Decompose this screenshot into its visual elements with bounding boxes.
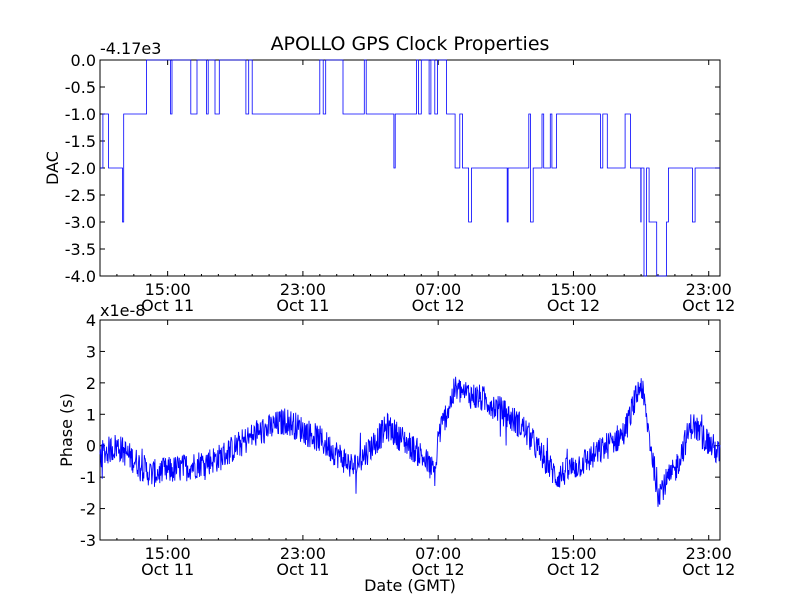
dac-x-tick-date-label: Oct 12: [412, 296, 465, 315]
dac-y-tick-label: 0.0: [71, 51, 96, 70]
phase-x-axis-label: Date (GMT): [364, 576, 456, 595]
dac-y-tick-label: -3.5: [65, 240, 96, 259]
dac-y-axis-label: DAC: [43, 151, 62, 185]
phase-y-tick-label: 3: [86, 342, 96, 361]
dac-series-line: [100, 59, 720, 277]
phase-x-tick-label: 23:00: [686, 544, 732, 563]
phase-series-line: [99, 376, 721, 507]
phase-x-tick-date-label: Oct 11: [141, 560, 194, 579]
phase-x-tick-date-label: Oct 12: [547, 560, 600, 579]
dac-x-tick-label: 07:00: [415, 280, 461, 299]
phase-x-tick-label: 23:00: [280, 544, 326, 563]
dac-x-tick-label: 15:00: [550, 280, 596, 299]
dac-x-tick-label: 23:00: [686, 280, 732, 299]
phase-x-tick-date-label: Oct 12: [682, 560, 735, 579]
dac-y-tick-label: -0.5: [65, 78, 96, 97]
phase-y-tick-label: 1: [86, 405, 96, 424]
dac-x-tick-date-label: Oct 12: [682, 296, 735, 315]
phase-y-tick-label: 4: [86, 311, 96, 330]
dac-x-tick-date-label: Oct 11: [276, 296, 329, 315]
dac-y-tick-label: -1.5: [65, 132, 96, 151]
dac-x-tick-date-label: Oct 12: [547, 296, 600, 315]
dac-plot-area: [99, 59, 721, 277]
phase-x-tick-label: 15:00: [550, 544, 596, 563]
dac-y-tick-label: -1.0: [65, 105, 96, 124]
phase-y-tick-label: 0: [86, 437, 96, 456]
dac-x-tick-date-label: Oct 11: [141, 296, 194, 315]
chart-title: APOLLO GPS Clock Properties: [271, 33, 550, 55]
phase-y-tick-label: 2: [86, 374, 96, 393]
phase-x-tick-label: 15:00: [145, 544, 191, 563]
phase-y-tick-label: -2: [80, 500, 96, 519]
phase-x-tick-date-label: Oct 11: [276, 560, 329, 579]
phase-x-tick-date-label: Oct 12: [412, 560, 465, 579]
dac-y-tick-label: -3.0: [65, 213, 96, 232]
dac-y-tick-label: -4.0: [65, 267, 96, 286]
dac-offset-label: -4.17e3: [100, 39, 161, 58]
phase-scale-label: x1e-8: [100, 301, 145, 320]
dac-y-tick-label: -2.5: [65, 186, 96, 205]
phase-y-axis-label: Phase (s): [57, 393, 76, 467]
phase-x-tick-label: 07:00: [415, 544, 461, 563]
dac-x-tick-label: 15:00: [145, 280, 191, 299]
phase-plot-area: [99, 319, 721, 541]
dac-y-tick-label: -2.0: [65, 159, 96, 178]
dac-x-tick-label: 23:00: [280, 280, 326, 299]
phase-y-tick-label: -1: [80, 468, 96, 487]
phase-y-tick-label: -3: [80, 531, 96, 550]
